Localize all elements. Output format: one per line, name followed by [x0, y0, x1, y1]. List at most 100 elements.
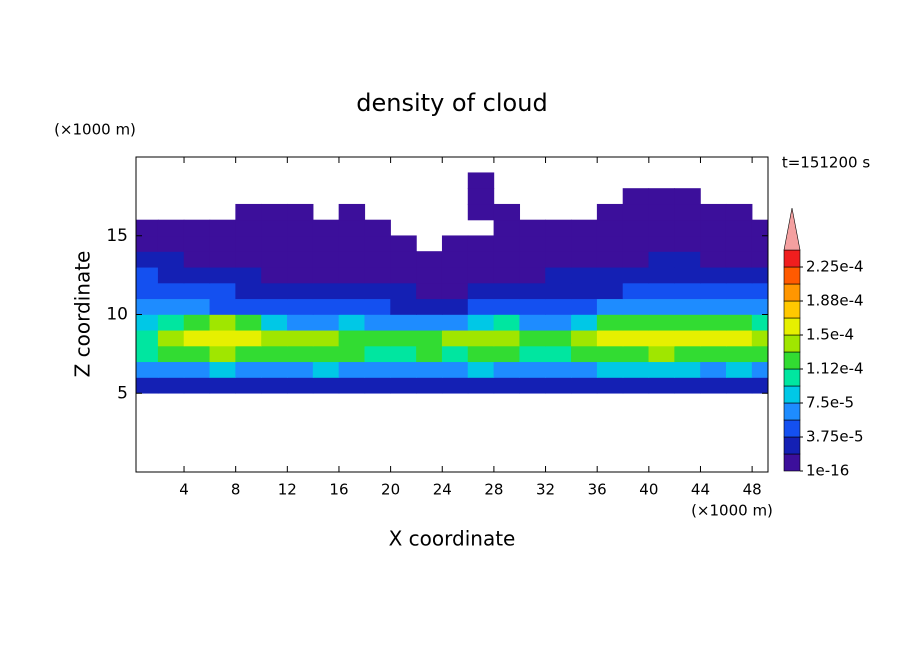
contour-cell [287, 377, 314, 394]
contour-cell [700, 314, 727, 331]
contour-cell [209, 266, 236, 284]
contour-cell [364, 314, 391, 331]
contour-cell [312, 282, 340, 300]
contour-cell [700, 266, 727, 284]
contour-cell [596, 361, 624, 378]
contour-cell [364, 361, 391, 378]
colorbar-box [783, 351, 801, 370]
contour-cell [390, 345, 417, 363]
contour-cell [441, 329, 469, 347]
contour-cell [183, 329, 211, 347]
contour-cell [136, 377, 159, 394]
contour-cell [261, 377, 288, 394]
contour-cell [596, 266, 624, 284]
contour-cell [622, 188, 650, 205]
contour-cell [751, 361, 768, 378]
contour-cell [467, 314, 495, 331]
contour-cell [338, 314, 366, 331]
contour-cell [596, 219, 624, 237]
contour-cell [700, 251, 727, 268]
contour-cell [674, 345, 701, 363]
contour-cell [235, 329, 262, 347]
contour-cell [287, 282, 314, 300]
contour-cell [571, 361, 598, 378]
contour-cell [312, 314, 340, 331]
contour-cell [622, 251, 650, 268]
contour-cell [183, 266, 211, 284]
contour-cell [493, 345, 521, 363]
colorbar-box [783, 249, 801, 268]
contour-cell [136, 345, 159, 363]
colorbar-box [783, 334, 801, 353]
contour-cell [674, 235, 701, 252]
contour-cell [751, 282, 768, 300]
contour-cell [209, 298, 236, 315]
contour-cell [441, 361, 469, 378]
contour-cell [674, 282, 701, 300]
colorbar-label: 2.25e-4 [806, 258, 864, 276]
contour-cell [209, 251, 236, 268]
contour-cell [751, 251, 768, 268]
contour-cell [390, 298, 417, 315]
contour-cell [157, 266, 185, 284]
contour-cell [183, 345, 211, 363]
contour-cell [312, 345, 340, 363]
contour-cell [519, 361, 546, 378]
contour-cell [390, 266, 417, 284]
contour-cell [338, 298, 366, 315]
colorbar-label: 7.5e-5 [806, 394, 854, 412]
contour-cell [596, 377, 624, 394]
contour-cell [674, 314, 701, 331]
contour-cell [312, 361, 340, 378]
colorbar-box [783, 419, 801, 438]
contour-cell [261, 345, 288, 363]
contour-cell [493, 266, 521, 284]
contour-cell [338, 266, 366, 284]
contour-cell [338, 219, 366, 237]
contour-cell [519, 219, 546, 237]
contour-cell [596, 282, 624, 300]
contour-cell [183, 282, 211, 300]
contour-cell [622, 377, 650, 394]
contour-cell [364, 266, 391, 284]
contour-cell [467, 203, 495, 221]
contour-cell [493, 314, 521, 331]
contour-cell [519, 251, 546, 268]
contour-cell [364, 345, 391, 363]
contour-cell [390, 282, 417, 300]
contour-cell [209, 361, 236, 378]
contour-cell [287, 361, 314, 378]
contour-cell [467, 361, 495, 378]
contour-cell [312, 266, 340, 284]
contour-cell [622, 266, 650, 284]
contour-cell [622, 361, 650, 378]
contour-cell [364, 282, 391, 300]
colorbar-box [783, 436, 801, 455]
contour-cell [493, 377, 521, 394]
contour-cell [622, 282, 650, 300]
contour-cell [209, 314, 236, 331]
contour-cell [209, 329, 236, 347]
contour-cell [136, 235, 159, 252]
contour-cell [622, 314, 650, 331]
contour-cell [183, 219, 211, 237]
contour-cell [235, 377, 262, 394]
contour-cell [338, 282, 366, 300]
contour-cell [235, 282, 262, 300]
contour-cell [674, 361, 701, 378]
contour-cell [571, 282, 598, 300]
contour-cell [648, 345, 675, 363]
contour-cell [700, 345, 727, 363]
contour-cell [596, 329, 624, 347]
contour-cell [157, 282, 185, 300]
contour-cell [648, 235, 675, 252]
contour-cell [674, 298, 701, 315]
contour-cell [493, 251, 521, 268]
contour-cell [390, 377, 417, 394]
time-label: t=151200 s [782, 154, 870, 172]
contour-cell [416, 282, 443, 300]
contour-cell [571, 298, 598, 315]
contour-cell [183, 298, 211, 315]
contour-cell [261, 298, 288, 315]
contour-cell [183, 251, 211, 268]
